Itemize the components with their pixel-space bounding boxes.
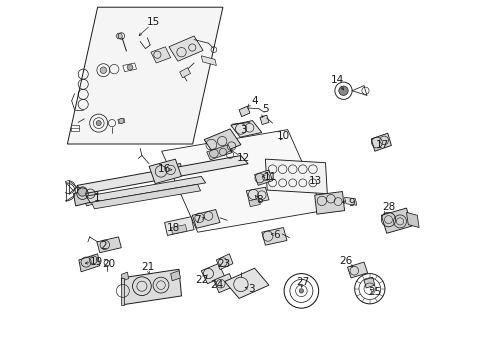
Text: 10: 10: [276, 131, 289, 141]
Circle shape: [127, 64, 133, 70]
Polygon shape: [67, 7, 223, 144]
Text: 15: 15: [147, 17, 160, 27]
Polygon shape: [248, 199, 260, 207]
Text: 22: 22: [195, 275, 208, 285]
Polygon shape: [206, 145, 231, 160]
Polygon shape: [121, 278, 123, 305]
Polygon shape: [77, 156, 247, 194]
Polygon shape: [246, 187, 268, 203]
Polygon shape: [79, 254, 100, 272]
Polygon shape: [86, 176, 205, 203]
Text: 20: 20: [102, 258, 115, 269]
Text: 14: 14: [330, 75, 343, 85]
Text: 25: 25: [367, 287, 381, 297]
Polygon shape: [164, 217, 194, 235]
Text: 7: 7: [193, 215, 200, 225]
Polygon shape: [121, 272, 128, 281]
Polygon shape: [77, 184, 92, 199]
Polygon shape: [363, 277, 374, 288]
Polygon shape: [216, 254, 232, 270]
Polygon shape: [201, 56, 216, 66]
Text: 2: 2: [100, 240, 106, 251]
Polygon shape: [179, 68, 190, 78]
Text: 18: 18: [166, 222, 180, 233]
Polygon shape: [84, 197, 96, 206]
Text: 11: 11: [263, 172, 277, 182]
Circle shape: [338, 86, 347, 95]
Polygon shape: [171, 225, 186, 234]
Text: 24: 24: [209, 280, 223, 290]
Polygon shape: [149, 159, 181, 184]
Polygon shape: [224, 268, 268, 298]
Text: 19: 19: [89, 257, 102, 267]
Polygon shape: [168, 36, 203, 61]
Text: 3: 3: [240, 125, 246, 135]
Polygon shape: [204, 129, 241, 156]
Text: 13: 13: [308, 176, 322, 186]
Text: 23: 23: [217, 258, 230, 269]
Text: 4: 4: [251, 96, 257, 106]
Polygon shape: [121, 269, 181, 305]
Text: 27: 27: [296, 276, 309, 287]
Polygon shape: [314, 192, 344, 214]
Polygon shape: [116, 33, 122, 39]
Text: 6: 6: [272, 230, 279, 240]
Polygon shape: [381, 208, 411, 233]
Text: 5: 5: [262, 104, 268, 114]
Text: 21: 21: [141, 262, 154, 272]
Polygon shape: [91, 184, 200, 209]
Polygon shape: [230, 121, 261, 137]
Text: 26: 26: [339, 256, 352, 266]
Polygon shape: [118, 118, 125, 124]
Polygon shape: [265, 159, 326, 194]
Polygon shape: [162, 130, 323, 232]
Text: 16: 16: [158, 164, 171, 174]
Polygon shape: [170, 271, 180, 281]
Polygon shape: [73, 188, 99, 206]
Circle shape: [96, 121, 101, 126]
Polygon shape: [201, 264, 224, 284]
Text: 8: 8: [256, 195, 263, 205]
Polygon shape: [213, 274, 234, 293]
Polygon shape: [170, 163, 182, 174]
Polygon shape: [344, 197, 356, 205]
Text: 12: 12: [237, 153, 250, 163]
Text: 9: 9: [348, 198, 354, 208]
Polygon shape: [239, 106, 249, 117]
Polygon shape: [261, 228, 286, 245]
Circle shape: [78, 187, 87, 196]
Circle shape: [299, 289, 303, 293]
Polygon shape: [192, 210, 220, 228]
Polygon shape: [122, 63, 136, 72]
Text: 1: 1: [94, 193, 101, 203]
Polygon shape: [254, 170, 272, 185]
Polygon shape: [151, 47, 170, 63]
Text: 28: 28: [382, 202, 395, 212]
Polygon shape: [71, 125, 79, 131]
Polygon shape: [260, 115, 268, 125]
Polygon shape: [406, 212, 418, 228]
Circle shape: [119, 118, 123, 123]
Text: 3: 3: [247, 284, 254, 294]
Polygon shape: [370, 133, 390, 151]
Polygon shape: [347, 262, 367, 278]
Polygon shape: [97, 237, 121, 253]
Circle shape: [100, 67, 106, 73]
Text: 17: 17: [375, 140, 388, 150]
